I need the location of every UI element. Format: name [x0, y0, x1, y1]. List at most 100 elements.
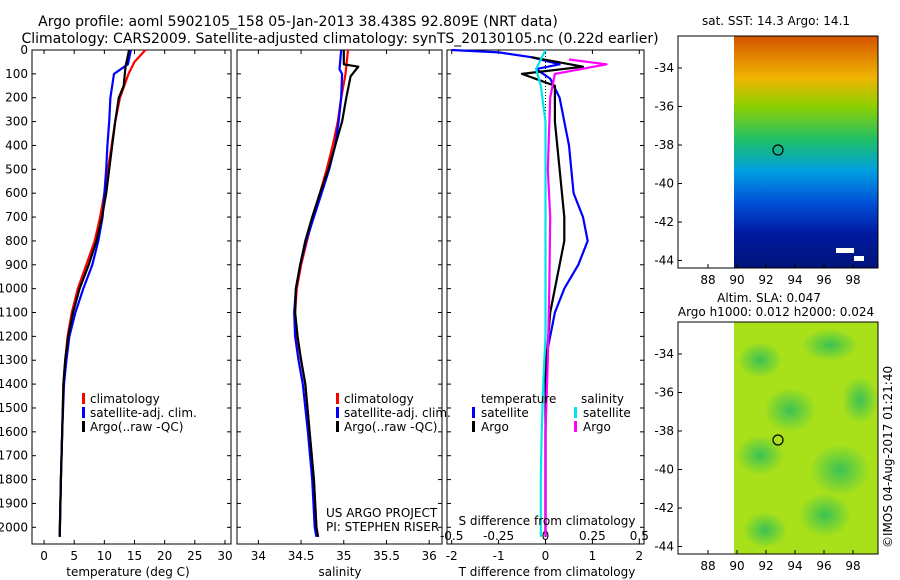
depth-tick-label: 1400	[0, 377, 28, 391]
legend-swatch-satellite	[336, 407, 339, 418]
depth-tick-label: 1100	[0, 306, 28, 320]
sst-field	[734, 36, 878, 268]
legend-swatch-temp-satellite	[472, 407, 475, 418]
figure-title-line1: Argo profile: aoml 5902105_158 05-Jan-20…	[38, 14, 558, 30]
sla-anomaly	[738, 342, 782, 378]
temperature-legend: climatology satellite-adj. clim. Argo(..…	[82, 392, 197, 434]
salinity-legend: climatology satellite-adj. clim. Argo(..…	[336, 392, 451, 434]
depth-tick-label: 1700	[0, 449, 28, 463]
legend-label-climatology: climatology	[90, 392, 160, 406]
map-lat-label: -34	[654, 61, 674, 75]
depth-tick-label: 2000	[0, 520, 28, 534]
depth-tick-label: 500	[5, 162, 28, 176]
depth-tick-label: 200	[5, 91, 28, 105]
x-tick-label: 30	[217, 549, 232, 563]
sla-anomaly	[842, 376, 878, 424]
sst-land-mask	[854, 256, 864, 261]
map-lon-label: 88	[700, 559, 715, 573]
map-lat-label: -34	[654, 347, 674, 361]
legend-temp-satellite: satellite	[481, 406, 529, 420]
s-tick-label: 0.5	[630, 529, 649, 543]
legend-swatch-argo	[82, 421, 85, 432]
x-tick-label: 2	[635, 549, 643, 563]
pi-credit: PI: STEPHEN RISER	[326, 520, 439, 534]
legend-swatch-sal-argo	[574, 421, 577, 432]
sla-map-title-2: Argo h1000: 0.012 h2000: 0.024	[678, 305, 874, 319]
sla-anomaly	[810, 444, 870, 496]
x-tick-label: 15	[127, 549, 142, 563]
legend-swatch-climatology	[82, 393, 85, 404]
argo-figure: Argo profile: aoml 5902105_158 05-Jan-20…	[0, 0, 900, 580]
legend-swatch-argo	[336, 421, 339, 432]
difference-legend: temperature salinity satellite Argo sate…	[472, 392, 631, 434]
legend-sal-header: salinity	[581, 392, 624, 406]
depth-tick-label: 1000	[0, 282, 28, 296]
x-tick-label: 25	[187, 549, 202, 563]
sst-land-mask	[836, 248, 854, 253]
legend-label-satellite: satellite-adj. clim.	[90, 406, 197, 420]
x-tick-label: 0	[542, 549, 550, 563]
map-lon-label: 98	[845, 273, 860, 287]
map-lon-label: 92	[758, 273, 773, 287]
legend-label-argo: Argo(..raw -QC)	[344, 420, 437, 434]
legend-swatch-sal-satellite	[574, 407, 577, 418]
depth-tick-label: 400	[5, 138, 28, 152]
x-tick-label: 1	[589, 549, 597, 563]
sst-map	[678, 36, 878, 268]
map-lon-label: 94	[787, 273, 802, 287]
series-line-satellite-adj-clim-	[294, 50, 342, 537]
legend-sal-satellite: satellite	[583, 406, 631, 420]
depth-tick-label: 800	[5, 234, 28, 248]
sla-map	[678, 322, 878, 554]
map-lat-label: -42	[654, 215, 674, 229]
map-lat-label: -38	[654, 424, 674, 438]
map-lon-label: 96	[816, 559, 831, 573]
map-lon-label: 90	[729, 559, 744, 573]
legend-swatch-climatology	[336, 393, 339, 404]
legend-temp-header: temperature	[481, 392, 556, 406]
legend-temp-argo: Argo	[481, 420, 509, 434]
sla-anomaly	[802, 329, 858, 361]
legend-label-argo: Argo(..raw -QC)	[90, 420, 183, 434]
depth-tick-label: 700	[5, 210, 28, 224]
x-tick-label: -2	[446, 549, 458, 563]
sal-difference-xlabel: S difference from climatology	[459, 514, 636, 528]
temperature-xlabel: temperature (deg C)	[66, 565, 189, 579]
s-tick-label: -0.5	[440, 529, 463, 543]
legend-label-satellite: satellite-adj. clim.	[344, 406, 451, 420]
map-lon-label: 90	[729, 273, 744, 287]
map-lat-label: -44	[654, 540, 674, 554]
series-line-salinity-satellite	[536, 50, 545, 537]
series-line-satellite-adj-clim-	[60, 50, 131, 537]
map-lon-label: 92	[758, 559, 773, 573]
legend-swatch-satellite	[82, 407, 85, 418]
depth-tick-label: 0	[20, 43, 28, 57]
legend-sal-argo: Argo	[583, 420, 611, 434]
depth-tick-label: 1900	[0, 496, 28, 510]
series-line-temperature-satellite	[452, 50, 588, 537]
map-lat-label: -40	[654, 177, 674, 191]
depth-tick-label: 1200	[0, 329, 28, 343]
legend-label-climatology: climatology	[344, 392, 414, 406]
map-lat-label: -42	[654, 501, 674, 515]
series-line-argo-raw-qc-	[60, 50, 129, 537]
x-tick-label: 0	[40, 549, 48, 563]
map-lon-label: 98	[845, 559, 860, 573]
depth-tick-label: 1300	[0, 353, 28, 367]
depth-tick-label: 600	[5, 186, 28, 200]
sst-map-title: sat. SST: 14.3 Argo: 14.1	[702, 14, 850, 28]
sla-anomaly	[764, 388, 816, 432]
map-lat-label: -36	[654, 100, 674, 114]
map-lat-label: -44	[654, 254, 674, 268]
temp-difference-xlabel: T difference from climatology	[458, 565, 636, 579]
x-tick-label: 10	[97, 549, 112, 563]
depth-tick-label: 300	[5, 115, 28, 129]
series-line-temperature-argo	[522, 57, 583, 537]
legend-swatch-temp-argo	[472, 421, 475, 432]
sla-map-title-1: Altim. SLA: 0.047	[717, 291, 821, 305]
depth-tick-label: 100	[5, 67, 28, 81]
sla-anomaly	[799, 493, 851, 537]
series-line-climatology	[295, 50, 348, 537]
depth-tick-label: 900	[5, 258, 28, 272]
s-tick-label: 0.25	[579, 529, 606, 543]
